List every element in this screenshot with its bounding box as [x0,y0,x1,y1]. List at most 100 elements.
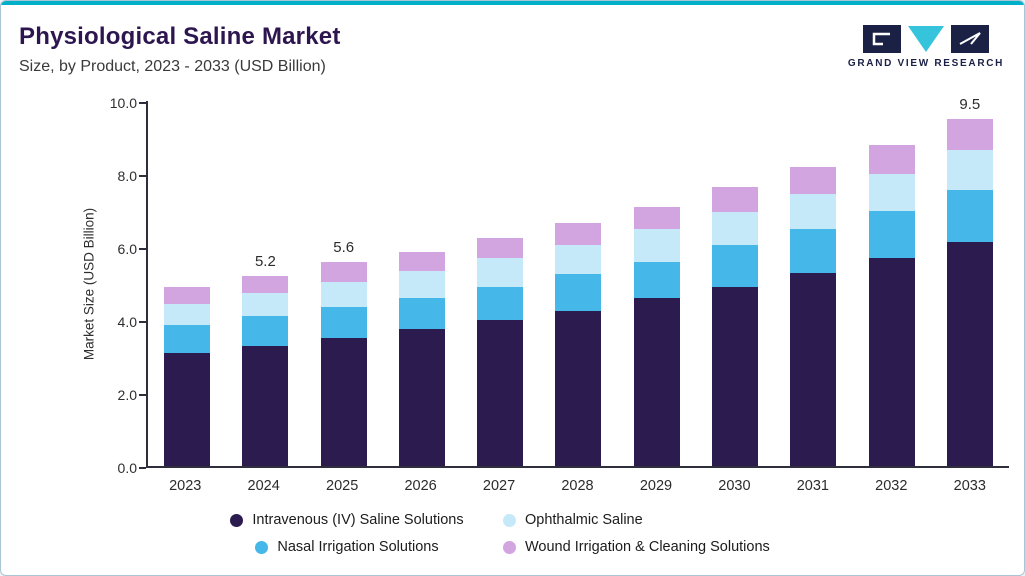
bar-segment [242,316,289,346]
bar-stack [320,261,367,466]
bar-segment [633,228,680,262]
y-axis-tick-marks [139,101,146,469]
bar-stack [790,166,837,466]
bar-column [618,101,696,466]
bar-segment [555,245,602,275]
y-tick-label: 6.0 [117,241,137,257]
y-tick-label: 8.0 [117,168,137,184]
legend-label: Nasal Irrigation Solutions [277,539,439,555]
bar-column: 5.6 [305,101,383,466]
x-tick-label: 2028 [561,478,594,494]
x-tick-label: 2033 [953,478,986,494]
bar-segment [555,223,602,246]
legend-label: Intravenous (IV) Saline Solutions [252,512,464,528]
bar-column [461,101,539,466]
legend-item: Wound Irrigation & Cleaning Solutions [503,537,770,557]
bar-segment [868,210,915,258]
bar-segment [477,237,524,258]
bar-segment [242,292,289,317]
bar-segment [477,257,524,288]
bar-segment [790,272,837,466]
bar-segment [711,186,758,213]
logo-icon [863,25,989,53]
legend-label: Wound Irrigation & Cleaning Solutions [525,539,770,555]
y-tick-mark [139,321,146,323]
bar-value-label: 5.6 [333,238,355,256]
bar-segment [711,245,758,288]
chart-title: Physiological Saline Market [19,23,341,50]
y-tick-label: 0.0 [117,460,137,476]
bar-segment [477,320,524,466]
bar-segment [711,287,758,466]
grand-view-research-logo: GRAND VIEW RESEARCH [847,25,1005,69]
bar-column [774,101,852,466]
bar-stack [164,287,211,466]
logo-text: GRAND VIEW RESEARCH [847,58,1005,69]
y-tick-mark [139,467,146,469]
bar-segment [164,325,211,353]
bar-stack [242,276,289,466]
bar-value-label: 5.2 [254,253,276,271]
bar-segment [868,174,915,211]
x-tick-label: 2024 [247,478,280,494]
bar-segment [320,281,367,308]
x-tick-label: 2032 [875,478,908,494]
bar-column [383,101,461,466]
bar-segment [398,270,445,299]
bar-segment [633,206,680,229]
x-tick-label: 2027 [482,478,516,494]
bar-segment [790,194,837,229]
bar-stack [555,223,602,466]
x-tick-label: 2031 [796,478,829,494]
bar-segment [946,119,993,151]
bar-segment [398,298,445,330]
y-tick-mark [139,102,146,104]
bar-segment [477,287,524,320]
legend-swatch [503,513,516,527]
y-tick-mark [139,248,146,250]
top-accent-bar [1,1,1024,5]
x-tick-label: 2025 [326,478,359,494]
bar-segment [164,303,211,326]
legend-swatch [503,540,516,554]
y-axis-ticks: 0.0 2.0 4.0 6.0 8.0 10.0 [93,95,137,476]
bar-column [852,101,930,466]
y-tick-mark [139,394,146,396]
bar-segment [868,257,915,466]
plot-area: 5.2 5.6 9.5 [146,96,1009,468]
legend-label: Ophthalmic Saline [525,512,643,528]
y-tick-label: 4.0 [117,314,137,330]
bar-column [148,101,226,466]
bar-stack [946,119,993,466]
bar-column: 5.2 [226,101,304,466]
bar-segment [164,352,211,466]
bar-column [539,101,617,466]
legend-swatch [230,513,244,527]
bar-segment [320,261,367,282]
bar-segment [790,166,837,195]
bar-segment [398,329,445,466]
bar-segment [946,241,993,466]
bar-value-label: 9.5 [959,96,981,114]
bar-stack [633,206,680,466]
bar-segment [946,190,993,242]
legend: Intravenous (IV) Saline Solutions Ophthal… [191,510,871,557]
x-tick-label: 2029 [639,478,673,494]
bar-stack [868,144,915,466]
bar-segment [320,338,367,466]
bar-segment [790,228,837,273]
bar-column: 9.5 [931,96,1009,466]
x-axis-labels: 2023 2024 2025 2026 2027 2028 2029 2030 2031 2032… [146,478,1009,494]
chart-subtitle: Size, by Product, 2023 - 2033 (USD Billi… [19,58,326,75]
bar-segment [711,212,758,246]
y-tick-label: 2.0 [117,387,137,403]
bar-segment [633,261,680,299]
bar-segment [320,307,367,339]
bar-stack [398,252,445,466]
bar-segment [555,310,602,466]
x-tick-label: 2023 [169,478,202,494]
bar-column [696,101,774,466]
x-tick-label: 2026 [404,478,437,494]
bar-segment [164,287,211,304]
